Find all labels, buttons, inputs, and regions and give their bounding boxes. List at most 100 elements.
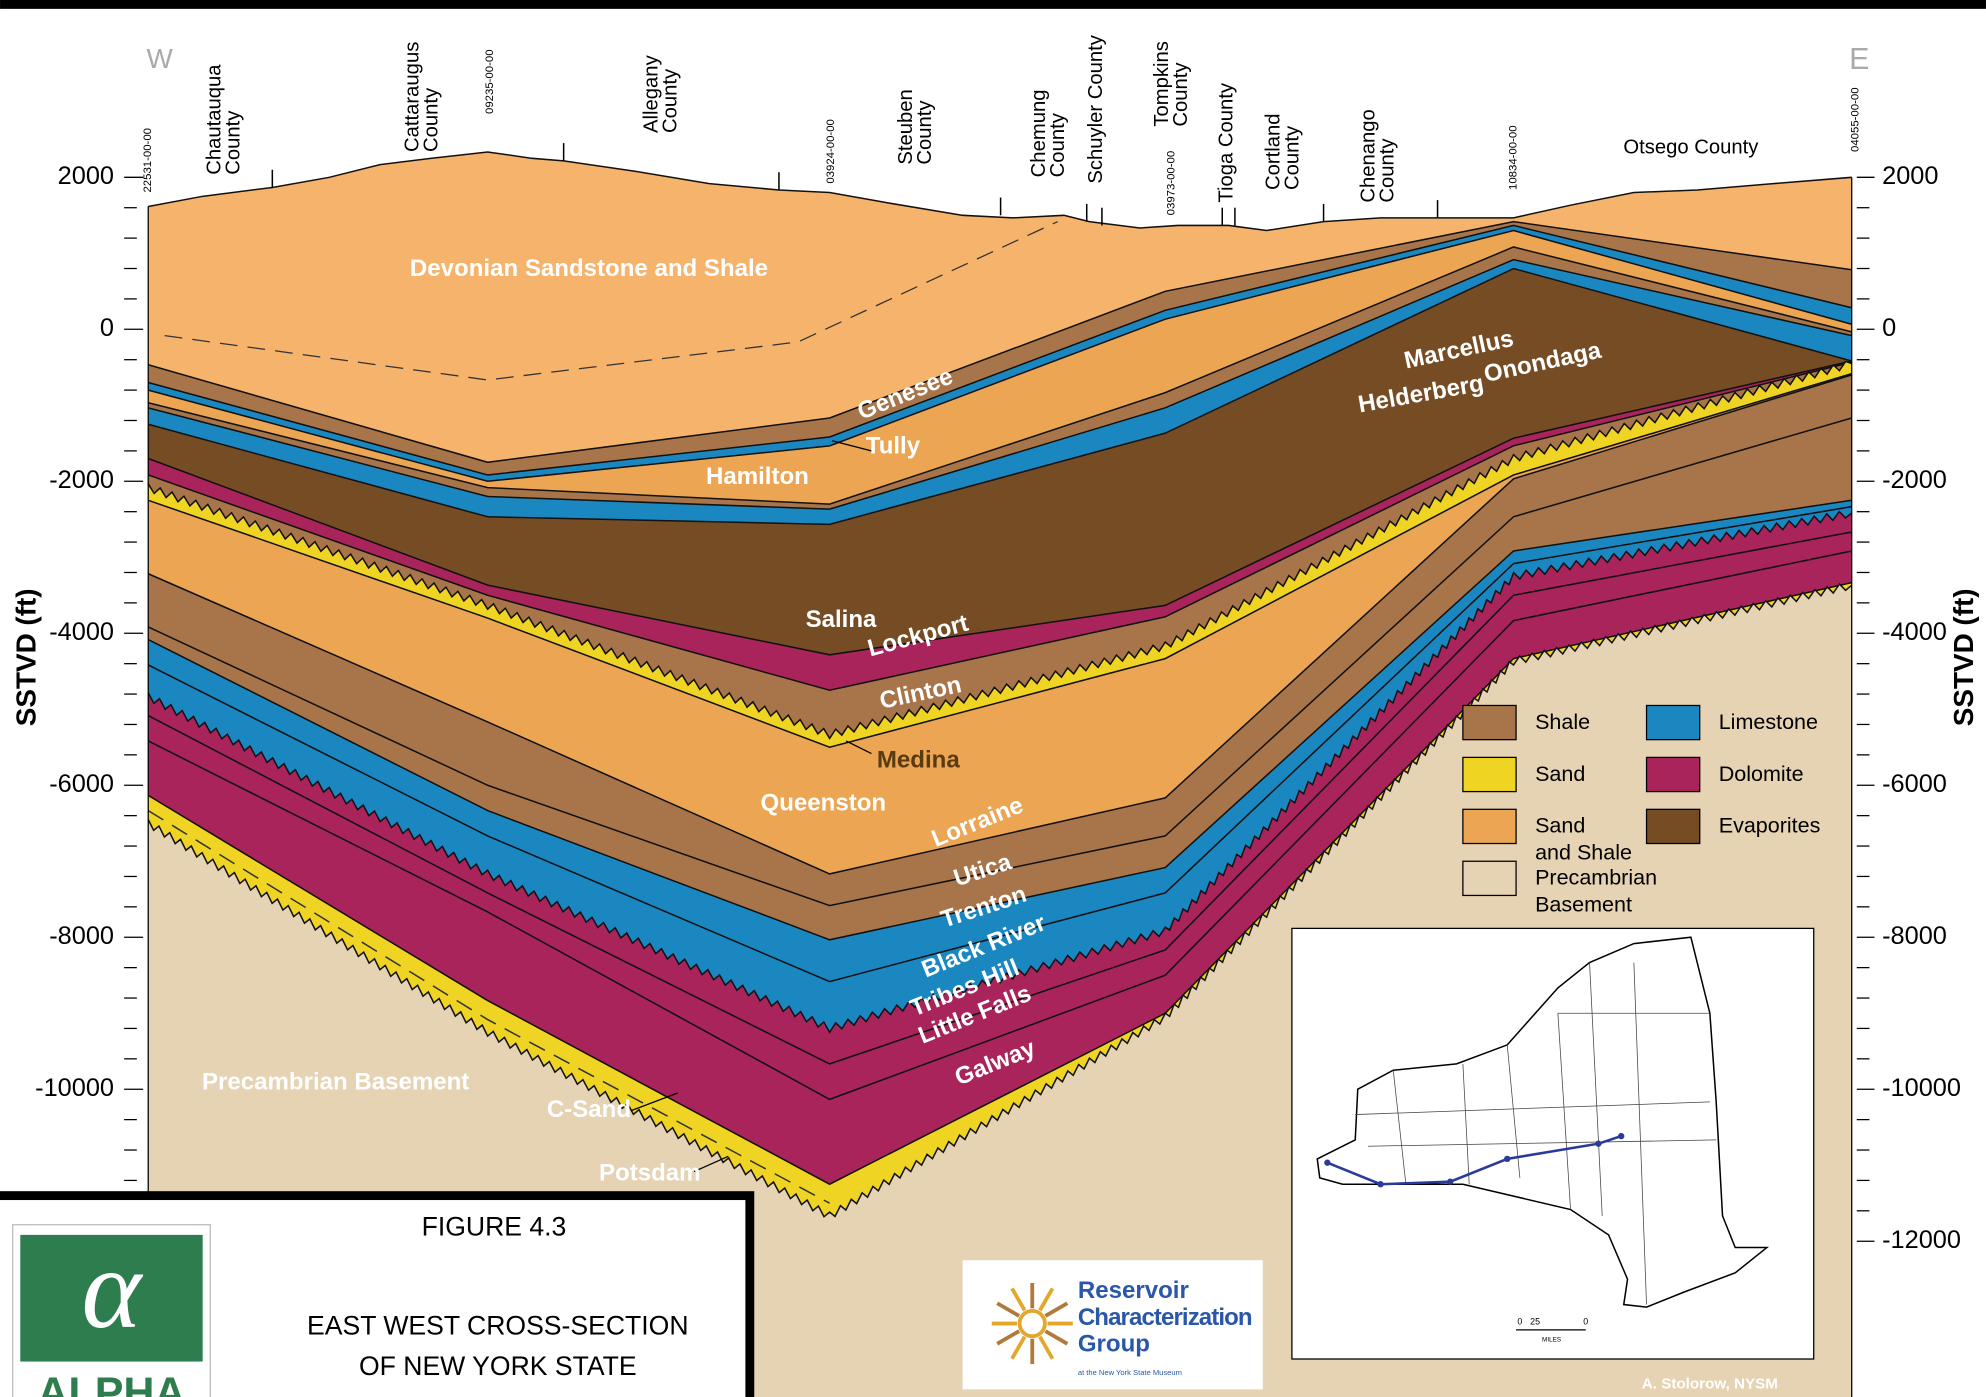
legend-label: Evaporites <box>1719 814 1821 838</box>
legend-label: Sand <box>1535 814 1585 838</box>
layer-boundary <box>147 417 1852 907</box>
rcg-text: Group <box>1078 1330 1150 1357</box>
county-label: County <box>1170 62 1192 127</box>
legend-swatch <box>1462 704 1517 741</box>
rcg-text: Reservoir <box>1078 1277 1189 1304</box>
county-label: Otsego County <box>1623 137 1759 159</box>
sun-ray <box>1044 1329 1069 1346</box>
figure-title: OF NEW YORK STATE <box>359 1351 637 1381</box>
tick-label: -2000 <box>49 466 114 494</box>
layer-boundary <box>147 510 1853 1034</box>
formation-label: Precambrian Basement <box>202 1068 469 1095</box>
county-line <box>1462 1063 1470 1185</box>
well-point <box>1595 1140 1602 1147</box>
layer-boundary <box>147 372 1852 749</box>
formation-label: Tully <box>866 432 921 459</box>
legend-label: Sand <box>1535 762 1585 786</box>
county-line <box>1355 1101 1710 1115</box>
legend-swatch <box>1645 808 1701 845</box>
county-label: County <box>660 68 682 133</box>
well-point <box>1618 1132 1625 1140</box>
tick-label: -10000 <box>1882 1074 1961 1102</box>
layer-boundary <box>147 374 1852 875</box>
county-label: Cortland <box>1263 113 1285 190</box>
figure-title: EAST WEST CROSS-SECTION <box>307 1310 689 1340</box>
legend-swatch <box>1462 860 1517 897</box>
well-point <box>1377 1181 1384 1188</box>
tick-label: -10000 <box>35 1074 114 1102</box>
direction-label: E <box>1849 42 1869 76</box>
legend-label: Precambrian <box>1535 866 1657 890</box>
layer-boundary <box>148 258 1852 510</box>
formation-label: Devonian Sandstone and Shale <box>410 255 768 282</box>
county-label: Tioga County <box>1216 82 1238 203</box>
sun-ray <box>1010 1287 1027 1312</box>
tick-label: -12000 <box>1882 1226 1961 1254</box>
layer-boundary <box>147 499 1852 941</box>
legend-label: and Shale <box>1535 840 1632 864</box>
well-point <box>1504 1155 1511 1163</box>
tick-label: -4000 <box>49 618 114 646</box>
leader-line <box>630 1092 678 1112</box>
county-line <box>1392 1070 1407 1185</box>
well-id: 03973-00-00 <box>1166 151 1178 216</box>
alpha-name: ALPHA <box>37 1369 185 1397</box>
scale-label: 25 <box>1530 1317 1540 1327</box>
scale-label: 0 <box>1583 1317 1588 1327</box>
tick-label: 0 <box>1882 314 1896 342</box>
layer-boundary <box>148 267 1852 526</box>
layer-boundary <box>147 360 1852 740</box>
legend-label: Dolomite <box>1719 762 1804 786</box>
sun-ray <box>996 1301 1021 1318</box>
figure-number: FIGURE 4.3 <box>422 1212 567 1242</box>
county-label: Chenango <box>1358 109 1380 202</box>
sun-ray <box>1044 1301 1069 1318</box>
legend-swatch <box>1645 704 1701 741</box>
sun-ray <box>1010 1335 1027 1360</box>
leader-line <box>693 1155 729 1173</box>
county-label: Chemung <box>1028 90 1050 178</box>
tick-label: -4000 <box>1882 618 1947 646</box>
credit: A. Stolorow, NYSM <box>1642 1375 1778 1392</box>
county-label: County <box>914 100 936 165</box>
scale-unit: MILES <box>1542 1337 1561 1344</box>
layer-boundary <box>147 550 1852 1101</box>
sun-ray <box>1038 1335 1055 1360</box>
tick-label: -6000 <box>49 770 114 798</box>
section-route <box>1326 1134 1622 1186</box>
county-line <box>1367 1139 1717 1147</box>
county-label: County <box>223 110 245 175</box>
formation-label: Salina <box>806 606 877 633</box>
legend-label: Limestone <box>1719 710 1818 734</box>
county-label: County <box>420 87 442 152</box>
tick-label: 2000 <box>1882 162 1938 190</box>
county-line <box>1557 1013 1571 1210</box>
county-line <box>1589 962 1603 1216</box>
layer-boundary <box>148 246 1852 505</box>
direction-label: W <box>146 43 173 74</box>
rcg-text: Characterization <box>1078 1304 1253 1331</box>
county-label: County <box>1377 138 1399 203</box>
legend-swatch <box>1645 756 1701 793</box>
tick-label: -2000 <box>1882 466 1947 494</box>
sun-ray <box>1038 1287 1055 1312</box>
formation-label: Queenston <box>760 790 886 817</box>
alpha-logo <box>20 1234 203 1362</box>
legend-swatch <box>1462 808 1517 845</box>
axis-label: SSTVD (ft) <box>10 588 41 726</box>
well-id: 04055-00-00 <box>1850 87 1862 152</box>
scale-label: 0 <box>1517 1317 1522 1327</box>
layer-boundary <box>147 531 1852 1065</box>
top-bar <box>0 0 1986 9</box>
formation-label: C-Sand <box>547 1096 631 1123</box>
leader-line <box>845 740 872 755</box>
county-line <box>1506 1044 1521 1178</box>
layer-boundary <box>147 505 1852 983</box>
legend-swatch <box>1462 756 1517 793</box>
legend-label: Basement <box>1535 892 1632 916</box>
layer-boundary <box>147 582 1853 1218</box>
layer-boundary <box>148 220 1852 464</box>
sun <box>1017 1308 1047 1339</box>
